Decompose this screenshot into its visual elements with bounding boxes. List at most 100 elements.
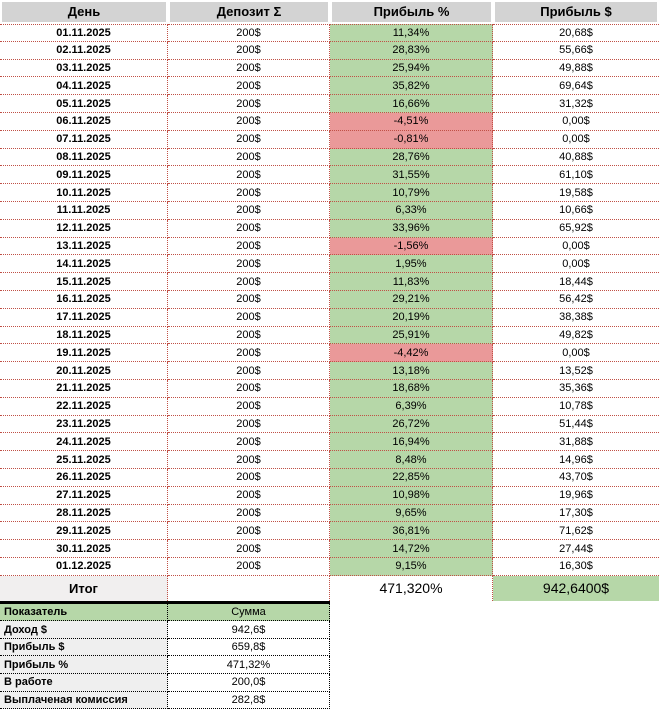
day-cell[interactable]: 14.11.2025 — [0, 255, 168, 274]
profit-pct-cell[interactable]: 9,15% — [330, 557, 493, 576]
profit-usd-cell[interactable]: 43,70$ — [493, 469, 659, 487]
deposit-cell[interactable]: 200$ — [168, 379, 330, 398]
profit-usd-cell[interactable]: 0,00$ — [493, 113, 659, 131]
profit-usd-cell[interactable]: 19,96$ — [493, 487, 659, 505]
profit-usd-cell[interactable]: 13,52$ — [493, 362, 659, 380]
total-deposit-cell[interactable] — [168, 575, 330, 601]
profit-usd-cell[interactable]: 17,30$ — [493, 505, 659, 523]
day-cell[interactable]: 11.11.2025 — [0, 201, 168, 220]
total-label-cell[interactable]: Итог — [0, 575, 168, 601]
day-cell[interactable]: 25.11.2025 — [0, 451, 168, 469]
profit-usd-cell[interactable]: 0,00$ — [493, 255, 659, 274]
day-cell[interactable]: 21.11.2025 — [0, 379, 168, 398]
day-cell[interactable]: 30.11.2025 — [0, 540, 168, 558]
profit-pct-cell[interactable]: 25,94% — [330, 59, 493, 78]
profit-pct-cell[interactable]: 25,91% — [330, 326, 493, 345]
profit-usd-cell[interactable]: 0,00$ — [493, 344, 659, 363]
profit-pct-cell[interactable]: 13,18% — [330, 362, 493, 380]
deposit-cell[interactable]: 200$ — [168, 504, 330, 523]
deposit-cell[interactable]: 200$ — [168, 237, 330, 256]
deposit-cell[interactable]: 200$ — [168, 24, 330, 42]
deposit-cell[interactable]: 200$ — [168, 273, 330, 291]
profit-pct-cell[interactable]: 28,83% — [330, 41, 493, 60]
deposit-cell[interactable]: 200$ — [168, 326, 330, 345]
summary-value-cell[interactable]: 942,6$ — [168, 621, 330, 639]
profit-usd-cell[interactable]: 27,44$ — [493, 540, 659, 558]
profit-pct-cell[interactable]: 9,65% — [330, 504, 493, 523]
summary-value-cell[interactable]: 200,0$ — [168, 674, 330, 692]
deposit-cell[interactable]: 200$ — [168, 451, 330, 469]
profit-pct-cell[interactable]: 28,76% — [330, 148, 493, 167]
column-header-profit-usd[interactable]: Прибыль $ — [493, 0, 659, 24]
deposit-cell[interactable]: 200$ — [168, 166, 330, 185]
day-cell[interactable]: 26.11.2025 — [0, 468, 168, 487]
profit-usd-cell[interactable]: 19,58$ — [493, 184, 659, 202]
profit-usd-cell[interactable]: 71,62$ — [493, 522, 659, 541]
deposit-cell[interactable]: 200$ — [168, 95, 330, 113]
summary-indicator-cell[interactable]: Доход $ — [0, 621, 168, 639]
profit-usd-cell[interactable]: 55,66$ — [493, 42, 659, 60]
profit-pct-cell[interactable]: -4,42% — [330, 344, 493, 363]
profit-usd-cell[interactable]: 38,38$ — [493, 309, 659, 327]
day-cell[interactable]: 28.11.2025 — [0, 504, 168, 523]
deposit-cell[interactable]: 200$ — [168, 255, 330, 274]
summary-header-indicator[interactable]: Показатель — [0, 603, 168, 622]
summary-value-cell[interactable]: 282,8$ — [168, 691, 330, 709]
profit-usd-cell[interactable]: 61,10$ — [493, 166, 659, 185]
deposit-cell[interactable]: 200$ — [168, 362, 330, 380]
deposit-cell[interactable]: 200$ — [168, 77, 330, 96]
profit-pct-cell[interactable]: -0,81% — [330, 130, 493, 149]
profit-usd-cell[interactable]: 40,88$ — [493, 149, 659, 167]
profit-pct-cell[interactable]: 16,66% — [330, 95, 493, 113]
day-cell[interactable]: 05.11.2025 — [0, 95, 168, 113]
deposit-cell[interactable]: 200$ — [168, 397, 330, 416]
profit-pct-cell[interactable]: 20,19% — [330, 308, 493, 327]
day-cell[interactable]: 01.11.2025 — [0, 24, 168, 42]
profit-pct-cell[interactable]: 33,96% — [330, 219, 493, 238]
profit-pct-cell[interactable]: 11,83% — [330, 273, 493, 291]
summary-value-cell[interactable]: 659,8$ — [168, 638, 330, 657]
profit-pct-cell[interactable]: 10,79% — [330, 184, 493, 202]
day-cell[interactable]: 01.12.2025 — [0, 557, 168, 576]
day-cell[interactable]: 02.11.2025 — [0, 41, 168, 60]
day-cell[interactable]: 27.11.2025 — [0, 486, 168, 505]
deposit-cell[interactable]: 200$ — [168, 522, 330, 541]
day-cell[interactable]: 08.11.2025 — [0, 148, 168, 167]
column-header-profit-pct[interactable]: Прибыль % — [330, 0, 493, 24]
profit-pct-cell[interactable]: 26,72% — [330, 415, 493, 434]
day-cell[interactable]: 22.11.2025 — [0, 397, 168, 416]
day-cell[interactable]: 24.11.2025 — [0, 433, 168, 452]
summary-indicator-cell[interactable]: В работе — [0, 674, 168, 692]
profit-pct-cell[interactable]: 22,85% — [330, 468, 493, 487]
profit-usd-cell[interactable]: 16,30$ — [493, 558, 659, 576]
profit-usd-cell[interactable]: 65,92$ — [493, 220, 659, 238]
day-cell[interactable]: 15.11.2025 — [0, 273, 168, 291]
day-cell[interactable]: 23.11.2025 — [0, 415, 168, 434]
day-cell[interactable]: 06.11.2025 — [0, 112, 168, 131]
profit-usd-cell[interactable]: 31,88$ — [493, 433, 659, 452]
profit-usd-cell[interactable]: 35,36$ — [493, 380, 659, 398]
deposit-cell[interactable]: 200$ — [168, 557, 330, 576]
day-cell[interactable]: 07.11.2025 — [0, 130, 168, 149]
day-cell[interactable]: 16.11.2025 — [0, 290, 168, 309]
day-cell[interactable]: 12.11.2025 — [0, 219, 168, 238]
profit-pct-cell[interactable]: 14,72% — [330, 540, 493, 558]
profit-usd-cell[interactable]: 14,96$ — [493, 451, 659, 469]
profit-usd-cell[interactable]: 31,32$ — [493, 95, 659, 113]
profit-pct-cell[interactable]: 29,21% — [330, 290, 493, 309]
column-header-day[interactable]: День — [0, 0, 168, 24]
profit-usd-cell[interactable]: 10,78$ — [493, 398, 659, 416]
deposit-cell[interactable]: 200$ — [168, 219, 330, 238]
profit-usd-cell[interactable]: 56,42$ — [493, 291, 659, 309]
deposit-cell[interactable]: 200$ — [168, 290, 330, 309]
deposit-cell[interactable]: 200$ — [168, 308, 330, 327]
profit-usd-cell[interactable]: 49,82$ — [493, 327, 659, 345]
profit-pct-cell[interactable]: 18,68% — [330, 379, 493, 398]
deposit-cell[interactable]: 200$ — [168, 344, 330, 363]
profit-pct-cell[interactable]: 6,33% — [330, 201, 493, 220]
profit-pct-cell[interactable]: 31,55% — [330, 166, 493, 185]
profit-pct-cell[interactable]: 1,95% — [330, 255, 493, 274]
summary-indicator-cell[interactable]: Прибыль $ — [0, 638, 168, 657]
deposit-cell[interactable]: 200$ — [168, 41, 330, 60]
profit-pct-cell[interactable]: -4,51% — [330, 112, 493, 131]
